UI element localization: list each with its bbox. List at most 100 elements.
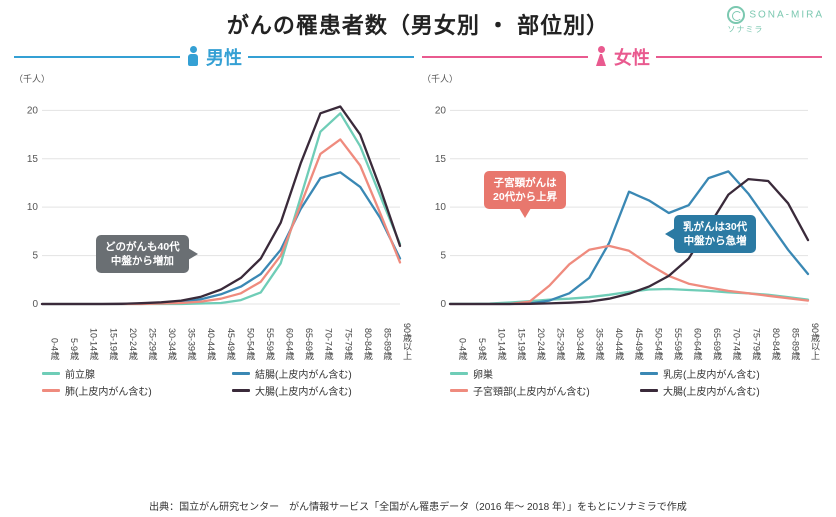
xtick: 80-84歳 xyxy=(355,312,375,360)
y-unit-male: （千人） xyxy=(14,72,414,85)
male-line-left xyxy=(14,56,180,58)
xtick: 75-79歳 xyxy=(336,312,356,360)
legend-label: 乳房(上皮内がん含む) xyxy=(663,366,760,381)
xtick: 90歳以上 xyxy=(802,312,822,360)
xtick: 45-49歳 xyxy=(626,312,646,360)
xtick: 70-74歳 xyxy=(724,312,744,360)
legend-swatch xyxy=(42,389,60,392)
xtick: 0-4歳 xyxy=(450,312,470,360)
panel-male: 男性 （千人） 0 5 10 15 20 どのがんも40代 中盤から増加 0-4歳5-9… xyxy=(14,44,414,398)
xtick: 40-44歳 xyxy=(199,312,219,360)
logo-swirl-icon xyxy=(727,6,745,24)
svg-text:10: 10 xyxy=(27,202,39,213)
legend-swatch xyxy=(450,372,468,375)
callout-male-0-l1: どのがんも40代 xyxy=(105,241,180,253)
callout-female-0-l1: 子宮頸がんは xyxy=(494,177,557,189)
chart-male-wrap: 0 5 10 15 20 どのがんも40代 中盤から増加 xyxy=(14,85,414,310)
xtick: 5-9歳 xyxy=(62,312,82,360)
svg-text:0: 0 xyxy=(440,299,446,310)
legend-swatch xyxy=(42,372,60,375)
legend-swatch xyxy=(640,372,658,375)
chart-male: 0 5 10 15 20 xyxy=(14,85,406,310)
legend-item: 子宮頸部(上皮内がん含む) xyxy=(450,383,632,398)
legend-item: 肺(上皮内がん含む) xyxy=(42,383,224,398)
svg-text:5: 5 xyxy=(32,251,38,262)
legend-label: 前立腺 xyxy=(65,366,95,381)
panel-male-heading: 男性 xyxy=(206,44,242,70)
legend-label: 卵巣 xyxy=(473,366,493,381)
xtick: 65-69歳 xyxy=(705,312,725,360)
callout-female-0-l2: 20代から上昇 xyxy=(493,191,557,203)
svg-text:10: 10 xyxy=(435,202,447,213)
panel-female: 女性 （千人） 05101520 子宮頸がんは 20代から上昇 乳がんは30代 … xyxy=(422,44,822,398)
xtick: 80-84歳 xyxy=(763,312,783,360)
chart-female: 05101520 xyxy=(422,85,814,310)
xtick: 55-59歳 xyxy=(257,312,277,360)
xtick: 0-4歳 xyxy=(42,312,62,360)
xtick: 30-34歳 xyxy=(159,312,179,360)
svg-text:15: 15 xyxy=(435,154,447,165)
xtick: 60-64歳 xyxy=(277,312,297,360)
panels: 男性 （千人） 05101520 どのがんも40代 中盤から増加 0-4歳5-9… xyxy=(0,40,836,398)
xtick: 5-9歳 xyxy=(470,312,490,360)
xtick: 40-44歳 xyxy=(607,312,627,360)
xtick: 20-24歳 xyxy=(528,312,548,360)
legend-male: 前立腺 結腸(上皮内がん含む) 肺(上皮内がん含む) 大腸(上皮内がん含む) xyxy=(14,360,414,398)
legend-label: 結腸(上皮内がん含む) xyxy=(255,366,352,381)
xtick: 35-39歳 xyxy=(179,312,199,360)
legend-female: 卵巣 乳房(上皮内がん含む) 子宮頸部(上皮内がん含む) 大腸(上皮内がん含む) xyxy=(422,360,822,398)
xtick: 45-49歳 xyxy=(218,312,238,360)
chart-female-wrap: 05101520 子宮頸がんは 20代から上昇 乳がんは30代 中盤から急増 xyxy=(422,85,822,310)
xtick: 90歳以上 xyxy=(394,312,414,360)
xtick: 25-29歳 xyxy=(548,312,568,360)
xlabels-female: 0-4歳5-9歳10-14歳15-19歳20-24歳25-29歳30-34歳35… xyxy=(422,312,822,360)
xlabels-male: 0-4歳5-9歳10-14歳15-19歳20-24歳25-29歳30-34歳35… xyxy=(14,312,414,360)
panel-female-head: 女性 xyxy=(422,44,822,70)
female-icon xyxy=(594,46,608,68)
panel-male-head: 男性 xyxy=(14,44,414,70)
male-icon xyxy=(186,46,200,68)
xtick: 70-74歳 xyxy=(316,312,336,360)
legend-label: 子宮頸部(上皮内がん含む) xyxy=(473,383,590,398)
legend-swatch xyxy=(232,389,250,392)
xtick: 65-69歳 xyxy=(297,312,317,360)
xtick: 15-19歳 xyxy=(509,312,529,360)
xtick: 50-54歳 xyxy=(646,312,666,360)
xtick: 75-79歳 xyxy=(744,312,764,360)
svg-text:20: 20 xyxy=(27,105,39,116)
xtick: 15-19歳 xyxy=(101,312,121,360)
header: がんの罹患者数（男女別 ・ 部位別） SONA-MIRA ソナミラ xyxy=(0,0,836,40)
xtick: 10-14歳 xyxy=(81,312,101,360)
source-citation: 出典：国立がん研究センター がん情報サービス「全国がん罹患データ（2016 年～… xyxy=(0,498,836,513)
callout-female-1-l2: 中盤から急増 xyxy=(684,235,747,247)
xtick: 60-64歳 xyxy=(685,312,705,360)
xtick: 25-29歳 xyxy=(140,312,160,360)
xtick: 35-39歳 xyxy=(587,312,607,360)
svg-text:0: 0 xyxy=(32,299,38,310)
legend-item: 乳房(上皮内がん含む) xyxy=(640,366,822,381)
legend-swatch xyxy=(640,389,658,392)
callout-female-1: 乳がんは30代 中盤から急増 xyxy=(674,215,756,253)
xtick: 10-14歳 xyxy=(489,312,509,360)
svg-text:15: 15 xyxy=(27,154,39,165)
page-title: がんの罹患者数（男女別 ・ 部位別） xyxy=(0,8,836,40)
legend-label: 大腸(上皮内がん含む) xyxy=(255,383,352,398)
xtick: 30-34歳 xyxy=(567,312,587,360)
legend-swatch xyxy=(450,389,468,392)
xtick: 50-54歳 xyxy=(238,312,258,360)
female-line-right xyxy=(656,56,822,58)
legend-item: 大腸(上皮内がん含む) xyxy=(640,383,822,398)
callout-male-0-l2: 中盤から増加 xyxy=(111,255,174,267)
xtick: 55-59歳 xyxy=(665,312,685,360)
logo-brand: SONA-MIRA xyxy=(749,10,824,21)
callout-female-1-l1: 乳がんは30代 xyxy=(683,221,747,233)
callout-male-0: どのがんも40代 中盤から増加 xyxy=(96,235,189,273)
svg-text:5: 5 xyxy=(440,251,446,262)
male-line-right xyxy=(248,56,414,58)
callout-female-0: 子宮頸がんは 20代から上昇 xyxy=(484,171,566,209)
brand-logo: SONA-MIRA ソナミラ xyxy=(727,6,824,35)
legend-item: 前立腺 xyxy=(42,366,224,381)
legend-swatch xyxy=(232,372,250,375)
legend-item: 大腸(上皮内がん含む) xyxy=(232,383,414,398)
legend-label: 大腸(上皮内がん含む) xyxy=(663,383,760,398)
